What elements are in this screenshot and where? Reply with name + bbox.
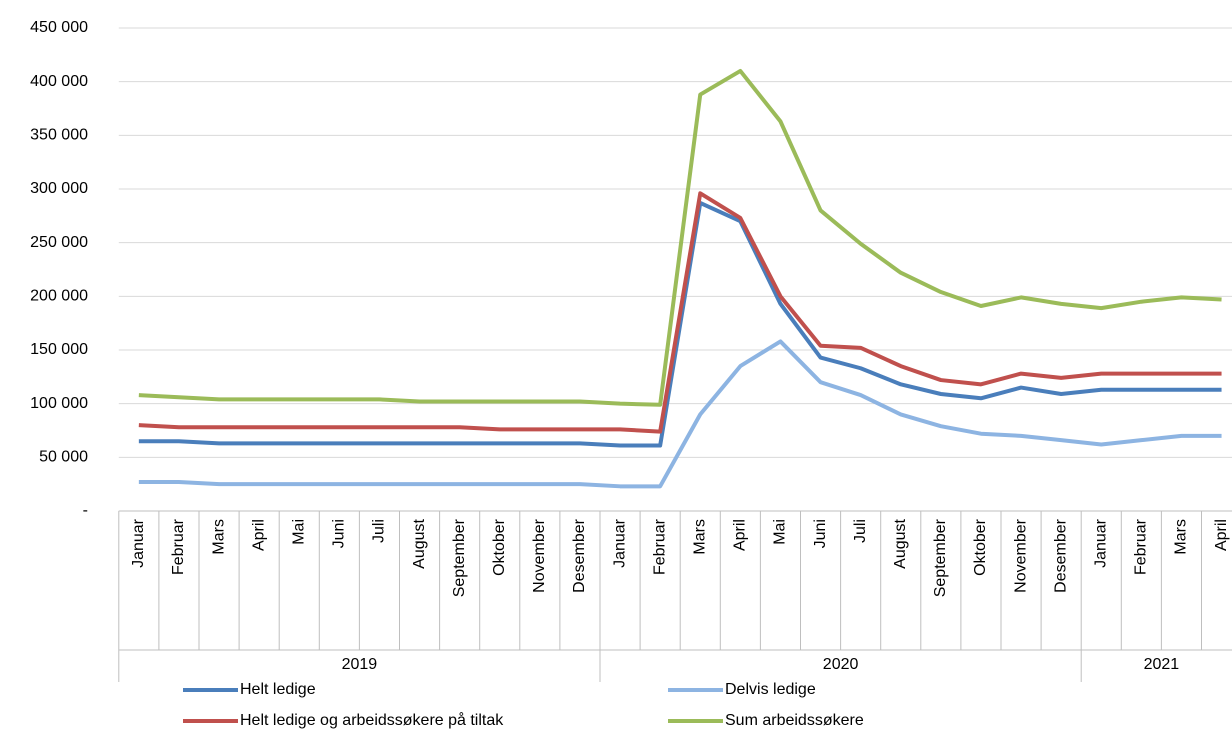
legend-label: Helt ledige og arbeidssøkere på tiltak <box>240 711 504 729</box>
x-tick-label: Mai <box>772 519 789 545</box>
x-tick-label: Oktober <box>491 518 508 576</box>
y-tick-label: 150 000 <box>30 341 88 358</box>
x-tick-label: Mars <box>1173 519 1190 555</box>
x-tick-label: Juni <box>331 519 348 548</box>
x-tick-label: Oktober <box>972 518 989 576</box>
y-tick-label: - <box>83 502 88 519</box>
y-tick-label: 450 000 <box>30 19 88 36</box>
x-tick-label: August <box>892 518 909 568</box>
x-tick-label: Februar <box>170 518 187 575</box>
x-tick-label: Februar <box>1133 518 1150 575</box>
x-tick-label: Mars <box>691 519 708 555</box>
y-tick-label: 100 000 <box>30 395 88 412</box>
x-tick-label: Juli <box>852 519 869 543</box>
x-tick-label: Januar <box>611 518 628 568</box>
series-line <box>138 68 1222 407</box>
x-tick-label: Januar <box>130 518 147 568</box>
x-tick-label: April <box>1213 519 1230 551</box>
x-tick-label: Desember <box>1052 518 1069 592</box>
year-label: 2020 <box>823 656 859 673</box>
x-tick-label: April <box>250 519 267 551</box>
year-label: 2019 <box>342 656 378 673</box>
x-tick-label: Mars <box>210 519 227 555</box>
y-tick-label: 250 000 <box>30 234 88 251</box>
x-tick-label: Februar <box>651 518 668 575</box>
legend-label: Delvis ledige <box>725 681 816 698</box>
series-line <box>138 191 1222 434</box>
y-tick-label: 200 000 <box>30 288 88 305</box>
x-tick-label: Desember <box>571 518 588 592</box>
x-tick-label: Mai <box>290 519 307 545</box>
y-tick-label: 350 000 <box>30 127 88 144</box>
series-line <box>138 339 1222 489</box>
x-tick-label: Juli <box>371 519 388 543</box>
y-tick-label: 300 000 <box>30 180 88 197</box>
legend-label: Sum arbeidssøkere <box>725 712 864 729</box>
x-tick-label: Juni <box>812 519 829 548</box>
year-label: 2021 <box>1144 656 1180 673</box>
x-tick-label: November <box>1012 518 1029 592</box>
y-tick-label: 400 000 <box>30 73 88 90</box>
y-tick-label: 50 000 <box>39 449 88 466</box>
x-tick-label: April <box>732 519 749 551</box>
x-tick-label: August <box>411 518 428 568</box>
x-tick-label: September <box>932 518 949 597</box>
x-tick-label: November <box>531 518 548 592</box>
legend-label: Helt ledige <box>240 681 316 698</box>
x-tick-label: Januar <box>1092 518 1109 568</box>
x-tick-label: September <box>451 518 468 597</box>
